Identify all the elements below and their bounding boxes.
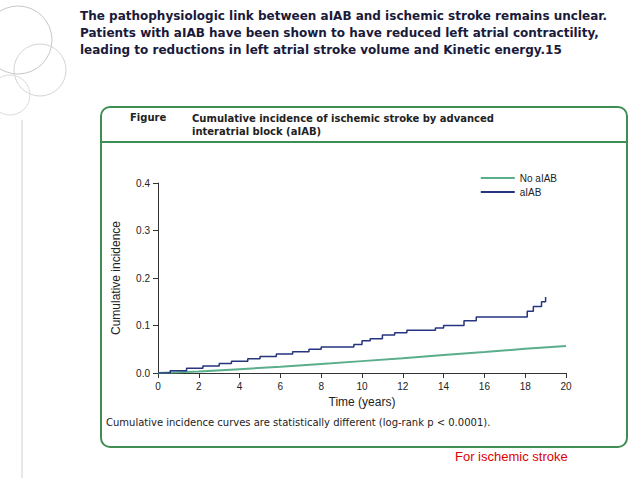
svg-text:No aIAB: No aIAB [520, 173, 558, 184]
html-text:Figure: Figure [130, 112, 167, 123]
svg-text:14: 14 [438, 381, 450, 392]
html-text:Cumulative incidence curves ar: Cumulative incidence curves are statisti… [106, 417, 491, 428]
svg-text:0.4: 0.4 [136, 178, 150, 189]
html-text:Cumulative incidence of ischem: Cumulative incidence of ischemic stroke … [192, 113, 494, 137]
svg-text:0: 0 [155, 381, 161, 392]
html-text:The pathophysiologic link betw: The pathophysiologic link between aIAB a… [80, 9, 607, 57]
svg-text:2: 2 [196, 381, 202, 392]
svg-text:6: 6 [278, 381, 284, 392]
svg-text:Time (years): Time (years) [329, 395, 396, 409]
html-text:For ischemic stroke: For ischemic stroke [455, 449, 568, 464]
svg-text:12: 12 [397, 381, 409, 392]
svg-text:18: 18 [520, 381, 532, 392]
svg-text:0.0: 0.0 [136, 368, 150, 379]
svg-text:10: 10 [356, 381, 368, 392]
svg-text:4: 4 [237, 381, 243, 392]
svg-text:aIAB: aIAB [520, 187, 542, 198]
svg-text:8: 8 [318, 381, 324, 392]
svg-text:0.2: 0.2 [136, 273, 150, 284]
svg-text:0.3: 0.3 [136, 225, 150, 236]
svg-text:20: 20 [560, 381, 572, 392]
svg-text:16: 16 [479, 381, 491, 392]
svg-text:0.1: 0.1 [136, 320, 150, 331]
svg-text:Cumulative incidence: Cumulative incidence [109, 221, 123, 335]
